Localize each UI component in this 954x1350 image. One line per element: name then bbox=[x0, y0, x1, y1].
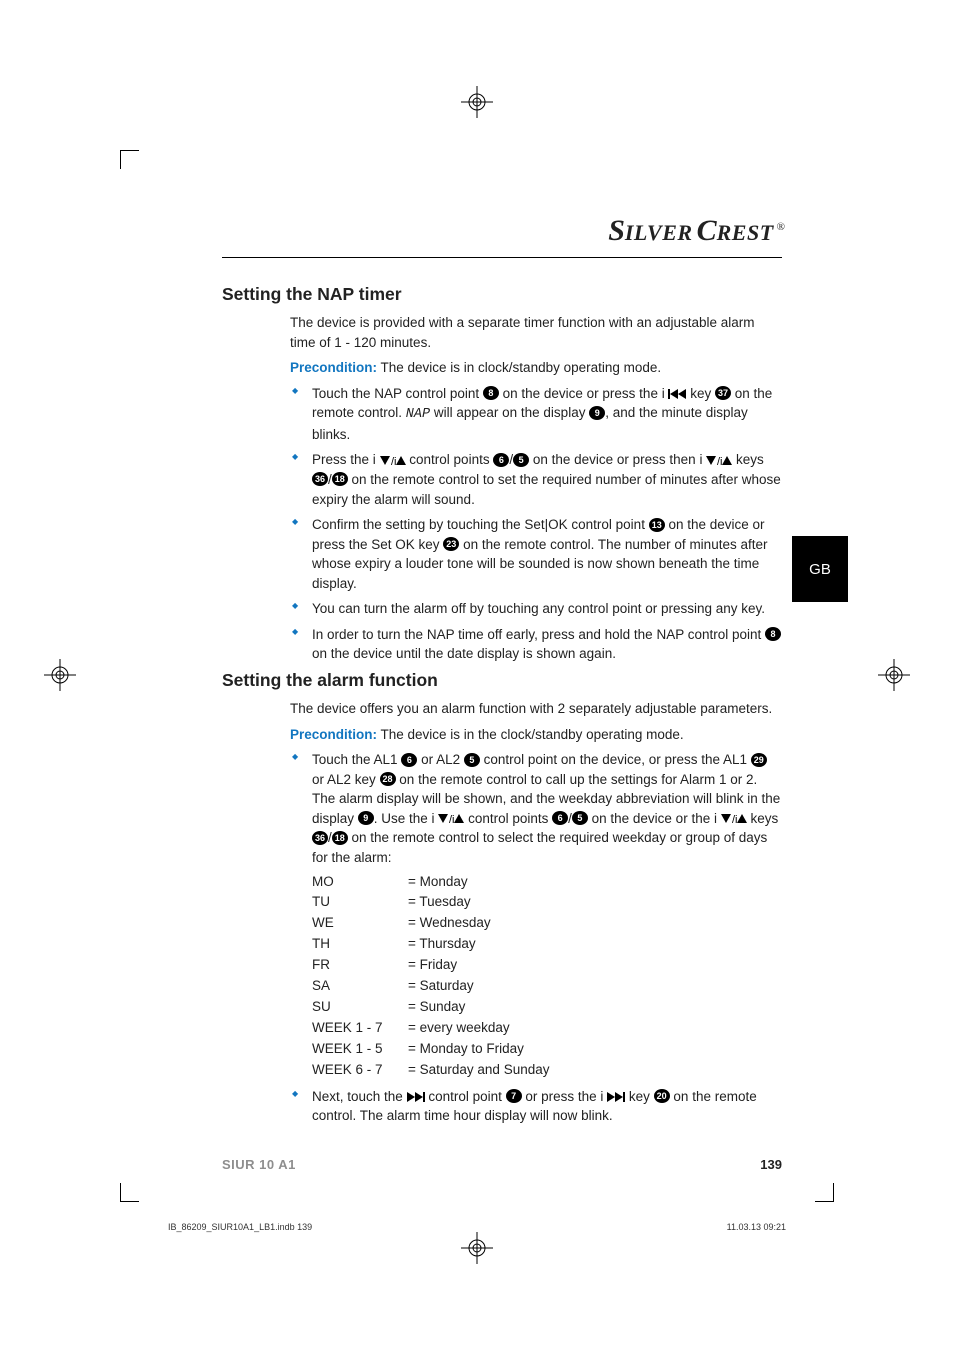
page: SILVERCREST® GB Setting the NAP timer Th… bbox=[0, 0, 954, 1350]
section-heading-nap: Setting the NAP timer bbox=[222, 284, 782, 305]
nap-step: Touch the NAP control point 8 on the dev… bbox=[290, 384, 782, 445]
svg-text:/i: /i bbox=[449, 814, 455, 824]
down-up-icon: /i bbox=[438, 814, 464, 824]
svg-text:/i: /i bbox=[391, 456, 397, 466]
header-rule bbox=[222, 257, 782, 258]
alarm-intro: The device offers you an alarm function … bbox=[290, 699, 782, 719]
nap-step: Confirm the setting by touching the Set|… bbox=[290, 515, 782, 593]
registration-mark-icon bbox=[457, 82, 497, 122]
crop-mark bbox=[815, 1183, 834, 1202]
crop-mark bbox=[120, 1183, 139, 1202]
print-footer: IB_86209_SIUR10A1_LB1.indb 139 11.03.13 … bbox=[168, 1222, 786, 1232]
svg-text:/i: /i bbox=[717, 456, 723, 466]
weekday-table: MO= MondayTU= TuesdayWE= WednesdayTH= Th… bbox=[312, 872, 555, 1081]
alarm-precondition: Precondition: The device is in the clock… bbox=[290, 725, 782, 745]
page-number: 139 bbox=[760, 1157, 782, 1172]
timestamp: 11.03.13 09:21 bbox=[727, 1222, 786, 1232]
page-footer: SIUR 10 A1 139 bbox=[222, 1157, 782, 1172]
crop-mark bbox=[120, 150, 139, 169]
nap-steps: Touch the NAP control point 8 on the dev… bbox=[290, 384, 782, 664]
nap-intro: The device is provided with a separate t… bbox=[290, 313, 782, 352]
down-up-icon: /i bbox=[706, 456, 732, 466]
registration-mark-icon bbox=[457, 1228, 497, 1268]
down-up-icon: /i bbox=[380, 456, 406, 466]
language-tab: GB bbox=[792, 536, 848, 602]
alarm-step: Next, touch the control point 7 or press… bbox=[290, 1087, 782, 1126]
nap-step: Press the i /i control points 6/5 on the… bbox=[290, 450, 782, 509]
forward-icon bbox=[607, 1092, 625, 1102]
nap-step: In order to turn the NAP time off early,… bbox=[290, 625, 782, 664]
content-area: Setting the NAP timer The device is prov… bbox=[222, 278, 782, 1146]
section-heading-alarm: Setting the alarm function bbox=[222, 670, 782, 691]
brand-logo: SILVERCREST® bbox=[608, 214, 782, 254]
down-up-icon: /i bbox=[721, 814, 747, 824]
nap-precondition: Precondition: The device is in clock/sta… bbox=[290, 358, 782, 378]
svg-text:/i: /i bbox=[732, 814, 738, 824]
forward-icon bbox=[407, 1092, 425, 1102]
alarm-steps: Touch the AL1 6 or AL2 5 control point o… bbox=[290, 750, 782, 1126]
alarm-step: Touch the AL1 6 or AL2 5 control point o… bbox=[290, 750, 782, 1081]
registration-mark-icon bbox=[874, 655, 914, 695]
model-label: SIUR 10 A1 bbox=[222, 1157, 296, 1172]
registration-mark-icon bbox=[40, 655, 80, 695]
rewind-icon bbox=[668, 389, 686, 399]
file-info: IB_86209_SIUR10A1_LB1.indb 139 bbox=[168, 1222, 312, 1232]
nap-step: You can turn the alarm off by touching a… bbox=[290, 599, 782, 619]
